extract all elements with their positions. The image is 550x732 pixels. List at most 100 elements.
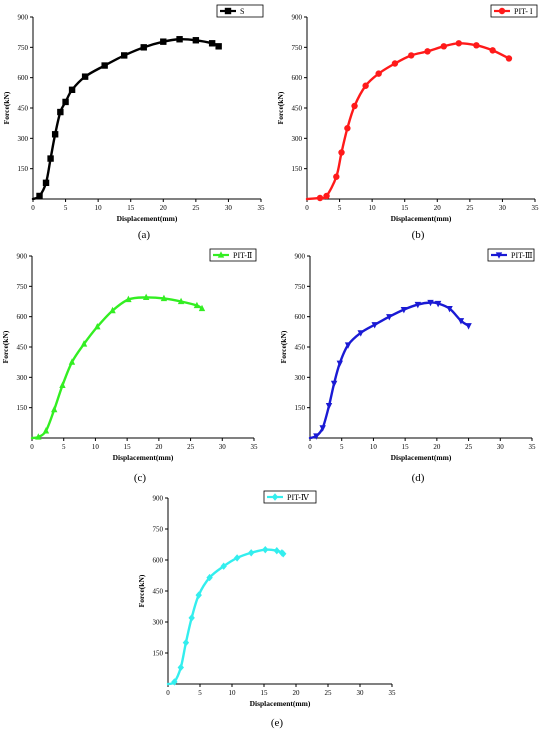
legend-label: PIT-Ⅳ — [287, 493, 310, 502]
panel-label: (c) — [134, 472, 147, 484]
data-point — [51, 405, 58, 413]
y-axis-title: Force(kN) — [137, 574, 146, 607]
series-line — [31, 37, 220, 201]
data-point — [42, 179, 50, 187]
x-tick-label: 35 — [258, 204, 266, 212]
y-tick-label: 600 — [295, 313, 306, 321]
data-point — [62, 98, 69, 106]
y-tick-label: 900 — [153, 495, 164, 503]
legend-marker — [224, 7, 232, 15]
y-tick-label: 600 — [17, 313, 28, 321]
x-tick-label: 35 — [251, 443, 259, 451]
panel-label: (b) — [412, 229, 425, 241]
legend-box — [263, 490, 317, 504]
y-tick-label: 750 — [18, 44, 29, 52]
x-tick-label: 10 — [370, 443, 378, 451]
data-point — [59, 381, 66, 389]
x-tick-label: 30 — [219, 443, 227, 451]
data-point — [177, 297, 185, 305]
data-point — [160, 294, 168, 302]
y-tick-label: 900 — [18, 14, 29, 22]
x-tick-label: 25 — [466, 204, 474, 212]
legend-box — [209, 248, 257, 262]
x-tick-label: 35 — [532, 204, 540, 212]
y-tick-label: 300 — [18, 135, 29, 143]
y-axis-title: Force(kN) — [1, 330, 10, 363]
data-point — [35, 433, 42, 440]
legend-marker — [217, 251, 225, 258]
data-point — [414, 301, 422, 309]
y-tick-label: 600 — [153, 557, 164, 565]
data-point — [280, 550, 287, 558]
y-axis-title: Force(kN) — [276, 91, 285, 124]
y-tick-label: 150 — [292, 165, 303, 173]
chart-panel-d: 0 5 10 15 20 25 30 35 150 300 450 600 750 900 Displace… — [279, 248, 537, 484]
axis-frame — [32, 17, 261, 200]
x-tick-label: 0 — [31, 204, 35, 212]
x-tick-label: 20 — [160, 204, 168, 212]
data-point — [325, 403, 333, 410]
x-tick-label: 15 — [127, 204, 135, 212]
legend-marker — [271, 493, 279, 501]
data-point — [176, 36, 183, 43]
x-tick-label: 35 — [529, 443, 537, 451]
series-line — [30, 296, 204, 440]
x-tick-label: 0 — [166, 689, 170, 697]
data-point — [198, 304, 206, 312]
axis-frame — [309, 256, 532, 439]
data-point — [208, 40, 216, 47]
data-point — [215, 43, 222, 50]
data-point — [51, 131, 59, 138]
data-point — [36, 192, 43, 200]
x-tick-label: 10 — [369, 204, 377, 212]
x-tick-label: 0 — [305, 204, 309, 212]
data-point — [408, 52, 415, 59]
x-axis-title: Displacement(mm) — [117, 214, 178, 223]
x-tick-label: 20 — [433, 443, 441, 451]
y-tick-label: 750 — [292, 44, 303, 52]
data-point — [465, 323, 472, 330]
x-tick-label: 15 — [261, 689, 269, 697]
y-tick-label: 900 — [295, 253, 306, 261]
data-point — [125, 295, 132, 303]
data-point — [357, 330, 364, 337]
x-tick-label: 0 — [308, 443, 312, 451]
x-tick-label: 30 — [497, 443, 505, 451]
x-axis-title: Displacement(mm) — [391, 214, 452, 223]
y-tick-label: 600 — [292, 74, 303, 82]
chart-panel-e: 0 5 10 15 20 25 30 35 150 300 450 600 750 900 Displace… — [137, 490, 397, 729]
x-tick-label: 10 — [95, 204, 103, 212]
y-tick-label: 300 — [153, 619, 164, 627]
data-point — [427, 299, 434, 307]
data-point — [171, 678, 178, 686]
x-tick-label: 5 — [340, 443, 344, 451]
legend-label: S — [240, 7, 244, 16]
y-axis-title: Force(kN) — [2, 91, 11, 124]
data-point — [316, 194, 324, 202]
data-point — [319, 425, 326, 432]
x-tick-label: 15 — [401, 204, 409, 212]
y-tick-label: 150 — [153, 650, 164, 658]
legend-label: PIT- I — [514, 7, 533, 16]
data-point — [489, 47, 496, 54]
data-point — [473, 42, 480, 49]
data-point — [42, 427, 50, 434]
data-point — [457, 318, 465, 325]
chart-panel-c: 0 5 10 15 20 25 30 35 150 300 450 600 750 900 Displace… — [1, 248, 259, 484]
x-tick-label: 5 — [338, 204, 342, 212]
x-tick-label: 25 — [465, 443, 473, 451]
x-tick-label: 25 — [187, 443, 195, 451]
data-point — [313, 433, 320, 440]
data-point — [94, 322, 101, 330]
x-tick-label: 5 — [62, 443, 66, 451]
data-point — [434, 300, 442, 308]
x-tick-label: 10 — [229, 689, 237, 697]
data-point — [206, 573, 213, 582]
data-point — [338, 149, 345, 156]
data-point — [362, 82, 369, 89]
x-tick-label: 35 — [389, 689, 397, 697]
y-tick-label: 300 — [17, 374, 28, 382]
y-tick-label: 900 — [17, 253, 28, 261]
data-point — [440, 43, 447, 50]
x-axis-title: Displacement(mm) — [250, 699, 311, 708]
